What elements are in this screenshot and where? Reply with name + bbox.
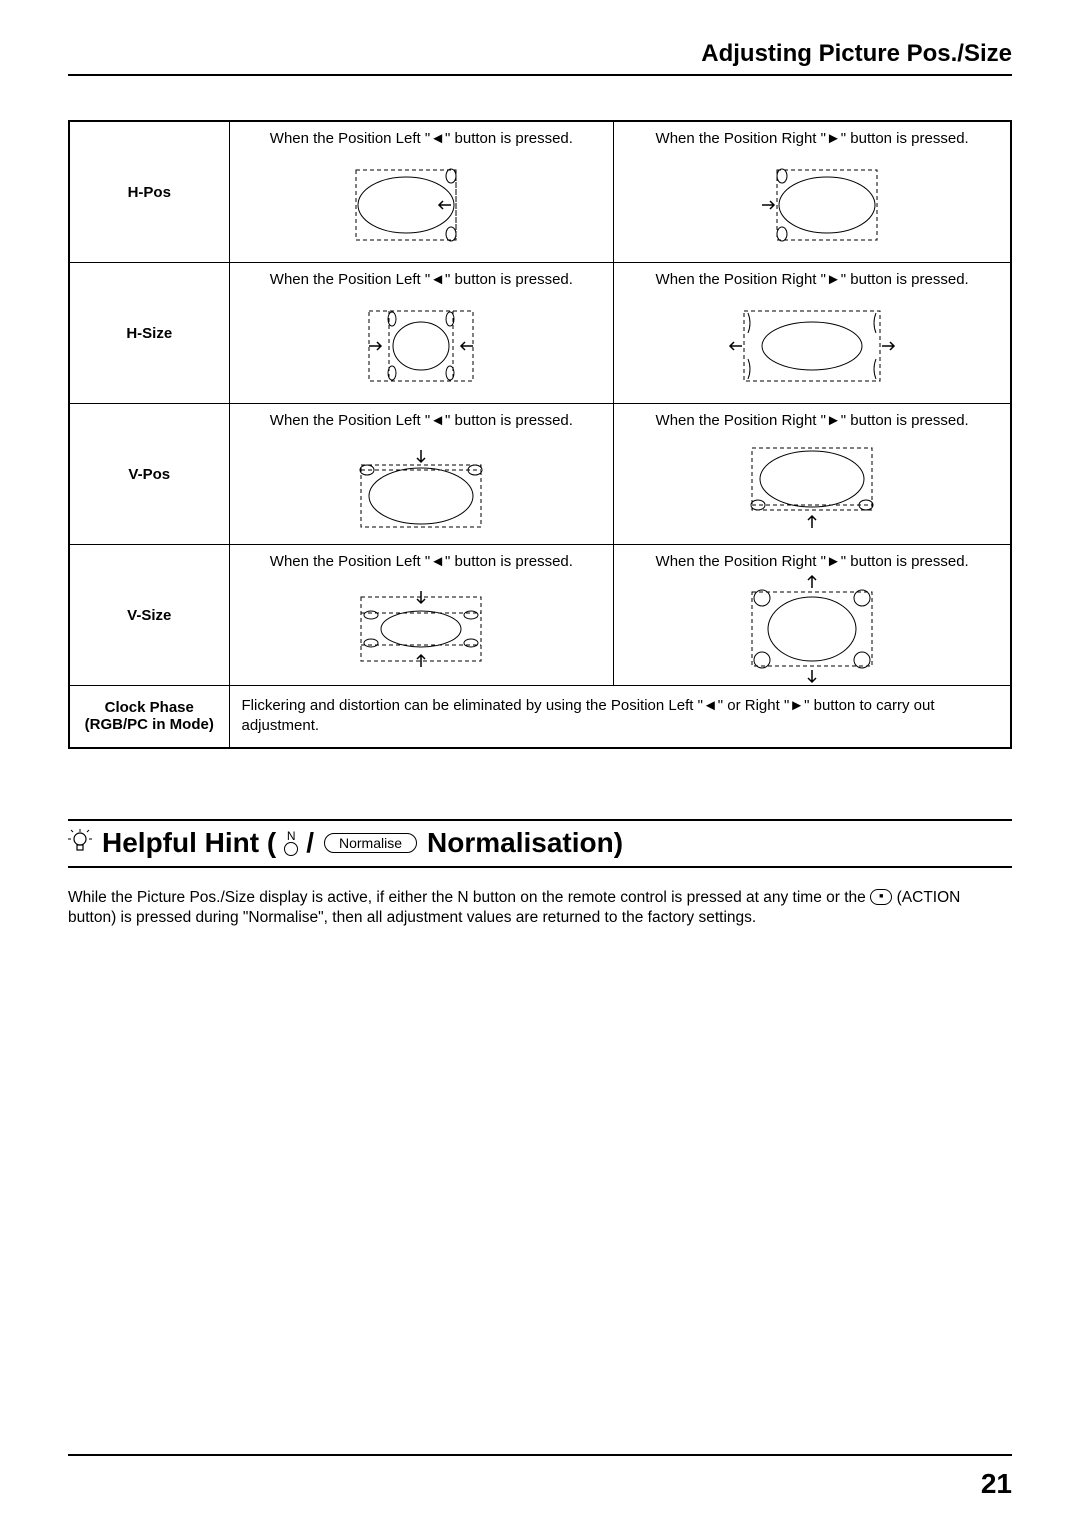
- clock-label-2: (RGB/PC in Mode): [74, 716, 225, 733]
- diagram-hsize-right: [624, 294, 1000, 399]
- diagram-vsize-right: [624, 576, 1000, 681]
- cell-vpos-left: When the Position Left "◄" button is pre…: [229, 404, 614, 545]
- clock-label-1: Clock Phase: [74, 699, 225, 716]
- diagram-vpos-right: [624, 435, 1000, 540]
- when-text: When the Position Right "►" button is pr…: [624, 271, 1000, 288]
- table-row: V-Pos When the Position Left "◄" button …: [69, 404, 1011, 545]
- diagram-hpos-right: [624, 153, 1000, 258]
- hint-body-a: While the Picture Pos./Size display is a…: [68, 889, 870, 906]
- adjustment-table: H-Pos When the Position Left "◄" button …: [68, 120, 1012, 749]
- hint-heading: Helpful Hint ( N / Normalise Normalisati…: [68, 821, 1012, 866]
- table-row: H-Pos When the Position Left "◄" button …: [69, 121, 1011, 263]
- cell-vsize-left: When the Position Left "◄" button is pre…: [229, 545, 614, 686]
- diagram-vpos-left: [240, 435, 604, 540]
- when-text: When the Position Left "◄" button is pre…: [240, 130, 604, 147]
- cell-hpos-right: When the Position Right "►" button is pr…: [614, 121, 1011, 263]
- row-label-vpos: V-Pos: [69, 404, 229, 545]
- row-label-hpos: H-Pos: [69, 121, 229, 263]
- when-text: When the Position Left "◄" button is pre…: [240, 271, 604, 288]
- cell-vsize-right: When the Position Right "►" button is pr…: [614, 545, 1011, 686]
- when-text: When the Position Left "◄" button is pre…: [240, 553, 604, 570]
- hint-prefix: Helpful Hint (: [102, 827, 276, 859]
- cell-vpos-right: When the Position Right "►" button is pr…: [614, 404, 1011, 545]
- hint-slash: /: [306, 827, 314, 859]
- n-button-icon: N: [284, 830, 298, 856]
- diagram-hpos-left: [240, 153, 604, 258]
- table-row: V-Size When the Position Left "◄" button…: [69, 545, 1011, 686]
- cell-hsize-left: When the Position Left "◄" button is pre…: [229, 263, 614, 404]
- cell-hsize-right: When the Position Right "►" button is pr…: [614, 263, 1011, 404]
- when-text: When the Position Right "►" button is pr…: [624, 130, 1000, 147]
- hint-body: While the Picture Pos./Size display is a…: [68, 888, 1012, 930]
- when-text: When the Position Right "►" button is pr…: [624, 412, 1000, 429]
- n-label: N: [287, 830, 296, 842]
- row-label-hsize: H-Size: [69, 263, 229, 404]
- lightbulb-icon: [68, 827, 92, 860]
- hint-rule: [68, 866, 1012, 868]
- page-title: Adjusting Picture Pos./Size: [68, 40, 1012, 76]
- cell-hpos-left: When the Position Left "◄" button is pre…: [229, 121, 614, 263]
- diagram-hsize-left: [240, 294, 604, 399]
- page-number: 21: [981, 1468, 1012, 1500]
- clock-phase-text: Flickering and distortion can be elimina…: [229, 686, 1011, 748]
- when-text: When the Position Left "◄" button is pre…: [240, 412, 604, 429]
- hint-suffix: Normalisation): [427, 827, 623, 859]
- row-label-vsize: V-Size: [69, 545, 229, 686]
- action-button-icon: [870, 889, 892, 905]
- table-row: Clock Phase (RGB/PC in Mode) Flickering …: [69, 686, 1011, 748]
- normalise-button-icon: Normalise: [324, 833, 417, 853]
- row-label-clock: Clock Phase (RGB/PC in Mode): [69, 686, 229, 748]
- table-row: H-Size When the Position Left "◄" button…: [69, 263, 1011, 404]
- diagram-vsize-left: [240, 576, 604, 681]
- footer-rule: [68, 1454, 1012, 1456]
- when-text: When the Position Right "►" button is pr…: [624, 553, 1000, 570]
